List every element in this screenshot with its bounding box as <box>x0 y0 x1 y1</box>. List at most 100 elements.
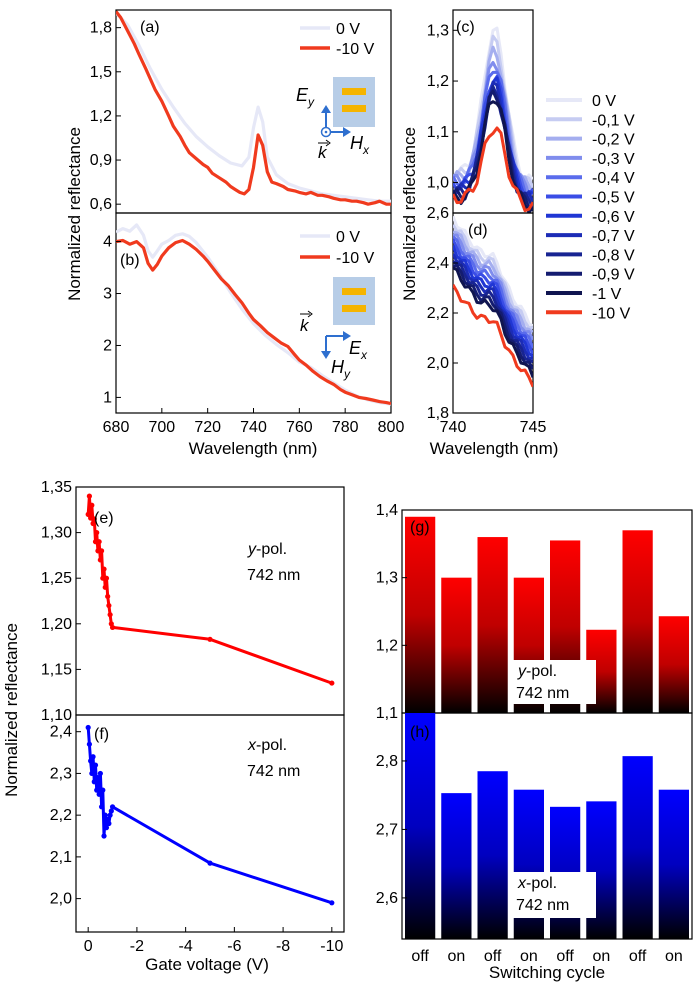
xtick-label: -4 <box>179 938 193 955</box>
series-f-point <box>100 787 106 793</box>
legend-cd-label: -0,7 V <box>592 228 635 245</box>
panel-g: 1,1 1,2 1,3 1,4 (g) y-pol. 742 nm <box>376 502 693 722</box>
series-d-1 <box>453 224 533 330</box>
panel-a-yticks: 0,6 0,9 1,2 1,5 1,8 <box>90 20 121 213</box>
ytick-label: 1,1 <box>427 124 449 141</box>
series-d-7 <box>453 253 533 360</box>
panel-h-annotation-box <box>510 872 596 918</box>
panel-h-wavelength: 742 nm <box>516 897 569 914</box>
ytick-label: 3 <box>103 286 112 303</box>
vector-arrow-icon <box>307 310 313 318</box>
panel-b-label: (b) <box>120 252 140 269</box>
xtick-label: -8 <box>276 938 290 955</box>
ytick-label: 2,7 <box>376 821 398 838</box>
ytick-label: 1,3 <box>427 22 449 39</box>
ytick-label: 1,1 <box>376 705 398 722</box>
ef-ylabel: Normalized reflectance <box>2 623 21 797</box>
series-e-point <box>96 539 102 545</box>
inset-b-pad-top <box>342 288 366 295</box>
ytick-label: 1 <box>103 389 112 406</box>
panel-a-inset: Ey Hx k <box>296 77 375 162</box>
panel-e-yticks: 1,10 1,15 1,20 1,25 1,30 1,35 <box>41 479 81 724</box>
inset-b-substrate <box>333 277 375 325</box>
series-d-10 <box>453 266 533 378</box>
ytick-label: 2,6 <box>376 890 398 907</box>
series-e-point <box>103 575 110 581</box>
xtick-label: 680 <box>103 419 130 436</box>
ytick-label: 2,4 <box>50 724 72 741</box>
legend-a-0v-label: 0 V <box>336 21 360 38</box>
panel-g-bar <box>441 577 472 713</box>
panel-h-bar <box>658 789 689 939</box>
series-e-point <box>97 557 103 563</box>
series-f-point <box>97 770 103 777</box>
series-e-point <box>100 575 106 581</box>
series-c-11 <box>453 126 533 213</box>
panel-h: 2,6 2,7 2,8 off on off on off on off on (h) x-pol… <box>376 712 693 982</box>
panel-e: 1,10 1,15 1,20 1,25 1,30 1,35 (e) y-pol. 742 … <box>41 479 345 724</box>
xtick-label: 700 <box>148 419 175 436</box>
series-e-point <box>329 680 335 686</box>
panel-c: 1,0 1,1 1,2 1,3 (c) <box>427 9 534 214</box>
panel-d-label: (d) <box>468 222 488 239</box>
panel-a: 0,6 0,9 1,2 1,5 1,8 (a) 0 V -10 V Ey Hx k <box>90 9 392 214</box>
ytick-label: 2,2 <box>427 305 449 322</box>
panel-d-xticks: 740 745 <box>440 408 547 436</box>
panel-h-xlabel: Switching cycle <box>489 963 605 982</box>
legend-b-10v-label: -10 V <box>336 250 375 267</box>
series-d-4 <box>453 235 533 349</box>
panel-g-bar <box>658 616 689 713</box>
series-e-point <box>105 593 111 600</box>
panel-c-label: (c) <box>456 19 475 36</box>
xtick-label: on <box>665 948 683 965</box>
panel-c-plot <box>453 26 533 213</box>
series-e-point <box>107 612 113 618</box>
xtick-label: off <box>484 948 502 965</box>
panel-f-yticks: 2,0 2,1 2,2 2,3 2,4 <box>50 724 81 908</box>
legend-a-10v-label: -10 V <box>336 41 375 58</box>
xtick-label: 0 <box>84 938 93 955</box>
ytick-label: 2,0 <box>50 891 72 908</box>
xtick-label: 800 <box>378 419 405 436</box>
arrow-right-icon <box>343 127 351 137</box>
series-f-point <box>95 774 101 781</box>
xtick-label: on <box>447 948 465 965</box>
legend-cd-label: -0,6 V <box>592 209 635 226</box>
inset-b-e-label: Ex <box>349 338 368 362</box>
series-f-point <box>94 787 100 793</box>
ytick-label: 1,2 <box>376 637 398 654</box>
panel-b-inset: k Ex Hy <box>300 277 375 381</box>
series-f-point <box>89 770 95 777</box>
arrow-up-icon <box>321 105 331 113</box>
series-f-point <box>207 860 213 866</box>
series-f-point <box>92 762 99 768</box>
arrow-down-icon <box>321 351 331 359</box>
series-a-10v <box>116 10 391 206</box>
panel-h-xticks: off on off on off on off on <box>411 948 682 965</box>
series-e-point <box>86 493 92 499</box>
ytick-label: 1,5 <box>90 64 112 81</box>
panel-e-label: (e) <box>94 510 114 527</box>
panel-h-label: (h) <box>410 724 430 741</box>
panel-b-xlabel: Wavelength (nm) <box>189 439 318 458</box>
series-f-point <box>96 791 102 797</box>
ytick-label: 0,6 <box>90 196 112 213</box>
series-d-0 <box>453 215 533 328</box>
ytick-label: 1,2 <box>90 108 112 125</box>
panel-c-yticks: 1,0 1,1 1,2 1,3 <box>427 22 458 192</box>
xtick-label: off <box>629 948 647 965</box>
series-d-6 <box>453 244 533 358</box>
legend-b-0v-label: 0 V <box>336 229 360 246</box>
xtick-label: 745 <box>520 419 547 436</box>
ytick-label: 0,9 <box>90 152 112 169</box>
ytick-label: 2,4 <box>427 255 449 272</box>
series-f-point <box>88 758 94 764</box>
series-d-8 <box>453 260 533 364</box>
legend-cd-label: -0,5 V <box>592 190 635 207</box>
series-e-point <box>102 584 108 590</box>
series-f-point <box>102 812 108 818</box>
panel-h-bar <box>477 771 508 939</box>
panel-g-label: (g) <box>410 519 430 536</box>
series-e-point <box>89 502 95 508</box>
vector-arrow-icon <box>325 139 331 147</box>
